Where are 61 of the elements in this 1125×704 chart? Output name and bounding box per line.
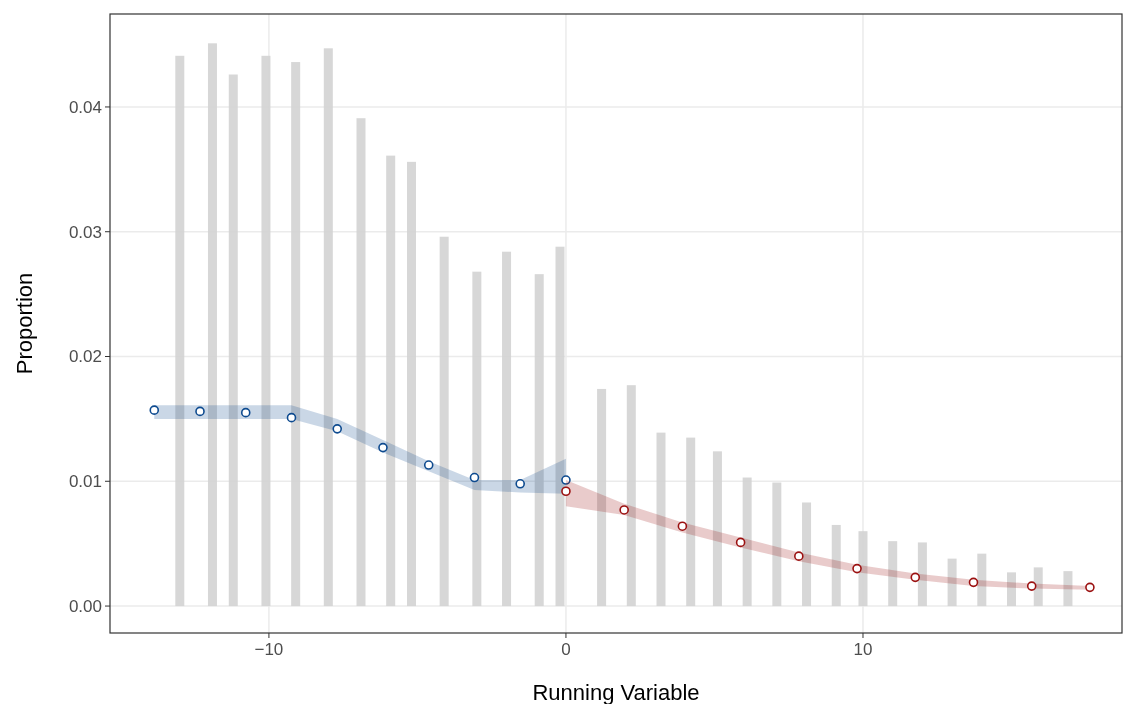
x-tick-label: 10	[853, 640, 873, 659]
bar	[947, 558, 957, 607]
bar	[323, 48, 333, 607]
point	[423, 460, 434, 470]
point	[794, 551, 804, 561]
point	[149, 405, 160, 415]
point	[561, 475, 571, 485]
point	[332, 424, 343, 434]
y-tick-label: 0.03	[68, 222, 102, 242]
bar	[261, 55, 271, 607]
bar	[831, 524, 841, 607]
bar	[555, 246, 565, 607]
point	[910, 572, 921, 583]
point	[286, 412, 297, 423]
point	[1085, 582, 1095, 593]
point	[677, 521, 688, 531]
bar	[386, 155, 396, 607]
bar	[472, 271, 482, 607]
point	[515, 478, 526, 489]
y-tick-label: 0.04	[68, 97, 102, 117]
bar	[175, 55, 185, 607]
bar	[917, 542, 927, 607]
x-axis-title: Running Variable	[532, 680, 700, 704]
bar	[291, 62, 301, 607]
point	[378, 442, 388, 453]
bar	[228, 74, 238, 607]
bar	[1033, 567, 1043, 607]
bar	[802, 502, 812, 607]
point	[735, 537, 746, 548]
x-tick-label: 0	[561, 640, 571, 659]
point	[240, 407, 251, 418]
bar	[686, 437, 696, 607]
point	[195, 406, 205, 417]
point	[469, 472, 480, 483]
point	[561, 486, 571, 497]
y-tick-label: 0.00	[68, 597, 102, 616]
point	[968, 577, 979, 588]
y-tick-label: 0.01	[68, 472, 102, 492]
bar	[977, 553, 987, 607]
x-tick-label: −10	[254, 640, 284, 659]
bar	[772, 482, 782, 607]
bar	[742, 477, 752, 607]
bar	[858, 531, 868, 607]
y-axis-title: Proportion	[12, 272, 37, 375]
bar	[1063, 571, 1073, 607]
point	[1026, 581, 1037, 591]
point	[852, 563, 862, 574]
bar	[597, 388, 607, 607]
bar	[439, 236, 449, 607]
bar	[502, 251, 512, 607]
bar	[406, 161, 416, 607]
bar	[888, 541, 898, 607]
y-tick-label: 0.02	[68, 347, 102, 367]
bar	[534, 274, 544, 607]
bar	[1007, 572, 1016, 607]
point	[619, 505, 629, 515]
bar	[207, 43, 217, 607]
bar	[626, 385, 636, 607]
bar	[656, 432, 666, 607]
bar	[712, 451, 722, 607]
bar	[356, 118, 366, 607]
